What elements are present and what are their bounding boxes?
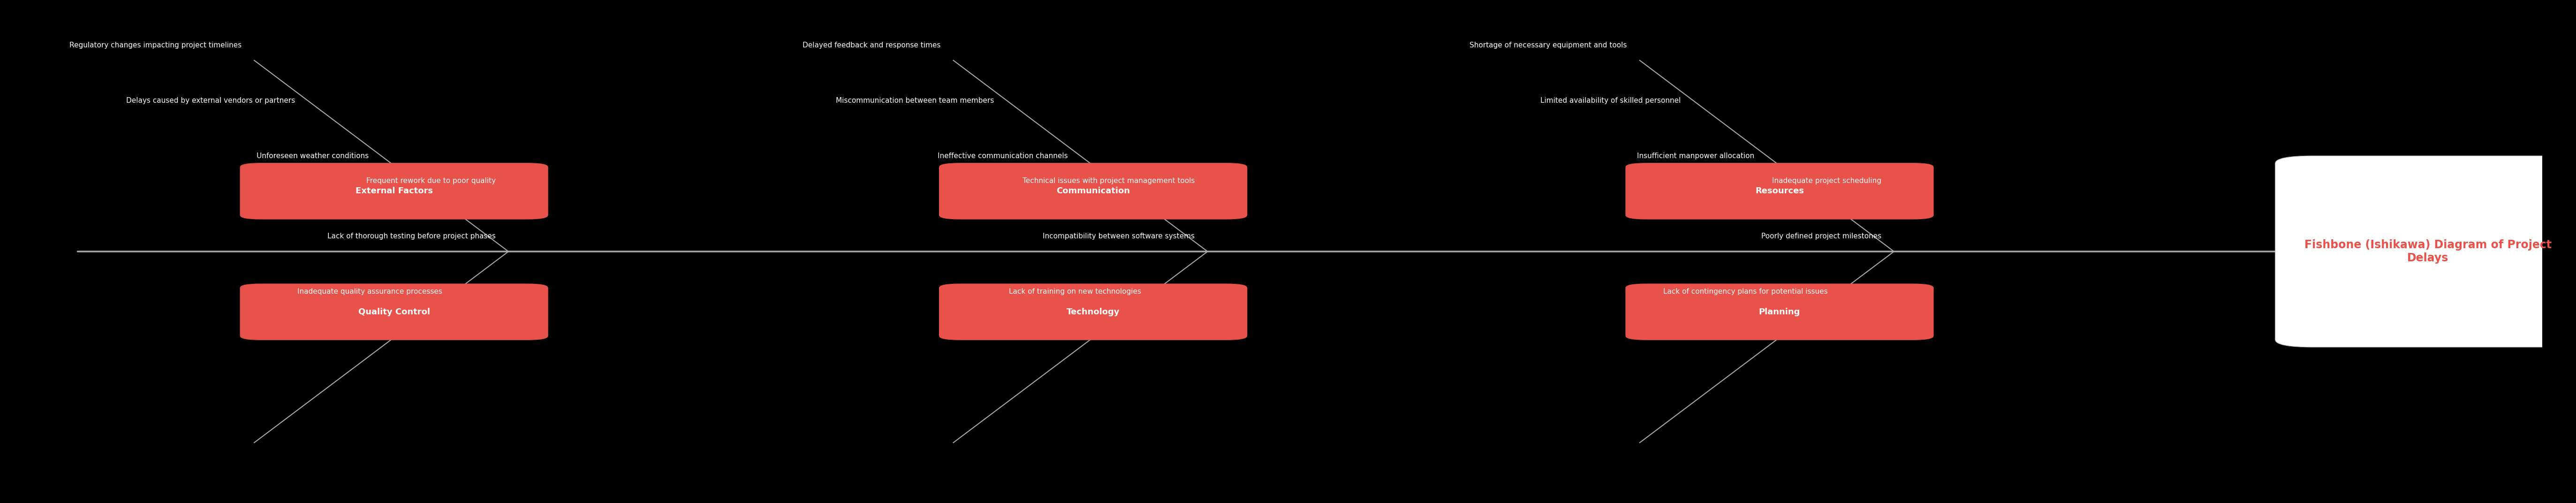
Text: Lack of thorough testing before project phases: Lack of thorough testing before project … <box>327 233 495 240</box>
Text: Miscommunication between team members: Miscommunication between team members <box>837 97 994 104</box>
Text: Communication: Communication <box>1056 187 1131 195</box>
Text: Ineffective communication channels: Ineffective communication channels <box>938 152 1066 159</box>
Text: Poorly defined project milestones: Poorly defined project milestones <box>1762 233 1880 240</box>
Text: Frequent rework due to poor quality: Frequent rework due to poor quality <box>366 178 495 185</box>
Text: Regulatory changes impacting project timelines: Regulatory changes impacting project tim… <box>70 42 242 49</box>
Text: Delays caused by external vendors or partners: Delays caused by external vendors or par… <box>126 97 296 104</box>
FancyBboxPatch shape <box>240 163 549 219</box>
FancyBboxPatch shape <box>940 163 1247 219</box>
Text: Inadequate project scheduling: Inadequate project scheduling <box>1772 178 1880 185</box>
Text: Lack of contingency plans for potential issues: Lack of contingency plans for potential … <box>1664 288 1829 295</box>
FancyBboxPatch shape <box>2275 156 2576 347</box>
Text: Technical issues with project management tools: Technical issues with project management… <box>1023 178 1195 185</box>
Text: Shortage of necessary equipment and tools: Shortage of necessary equipment and tool… <box>1471 42 1628 49</box>
Text: Quality Control: Quality Control <box>358 308 430 316</box>
FancyBboxPatch shape <box>240 284 549 340</box>
Text: Insufficient manpower allocation: Insufficient manpower allocation <box>1636 152 1754 159</box>
Text: Resources: Resources <box>1754 187 1803 195</box>
Text: Unforeseen weather conditions: Unforeseen weather conditions <box>258 152 368 159</box>
FancyBboxPatch shape <box>1625 163 1935 219</box>
Text: Delayed feedback and response times: Delayed feedback and response times <box>804 42 940 49</box>
Text: Technology: Technology <box>1066 308 1121 316</box>
Text: External Factors: External Factors <box>355 187 433 195</box>
FancyBboxPatch shape <box>940 284 1247 340</box>
Text: Fishbone (Ishikawa) Diagram of Project
Delays: Fishbone (Ishikawa) Diagram of Project D… <box>2303 239 2550 264</box>
Text: Incompatibility between software systems: Incompatibility between software systems <box>1043 233 1195 240</box>
Text: Lack of training on new technologies: Lack of training on new technologies <box>1010 288 1141 295</box>
Text: Inadequate quality assurance processes: Inadequate quality assurance processes <box>296 288 443 295</box>
FancyBboxPatch shape <box>1625 284 1935 340</box>
Text: Limited availability of skilled personnel: Limited availability of skilled personne… <box>1540 97 1680 104</box>
Text: Planning: Planning <box>1759 308 1801 316</box>
